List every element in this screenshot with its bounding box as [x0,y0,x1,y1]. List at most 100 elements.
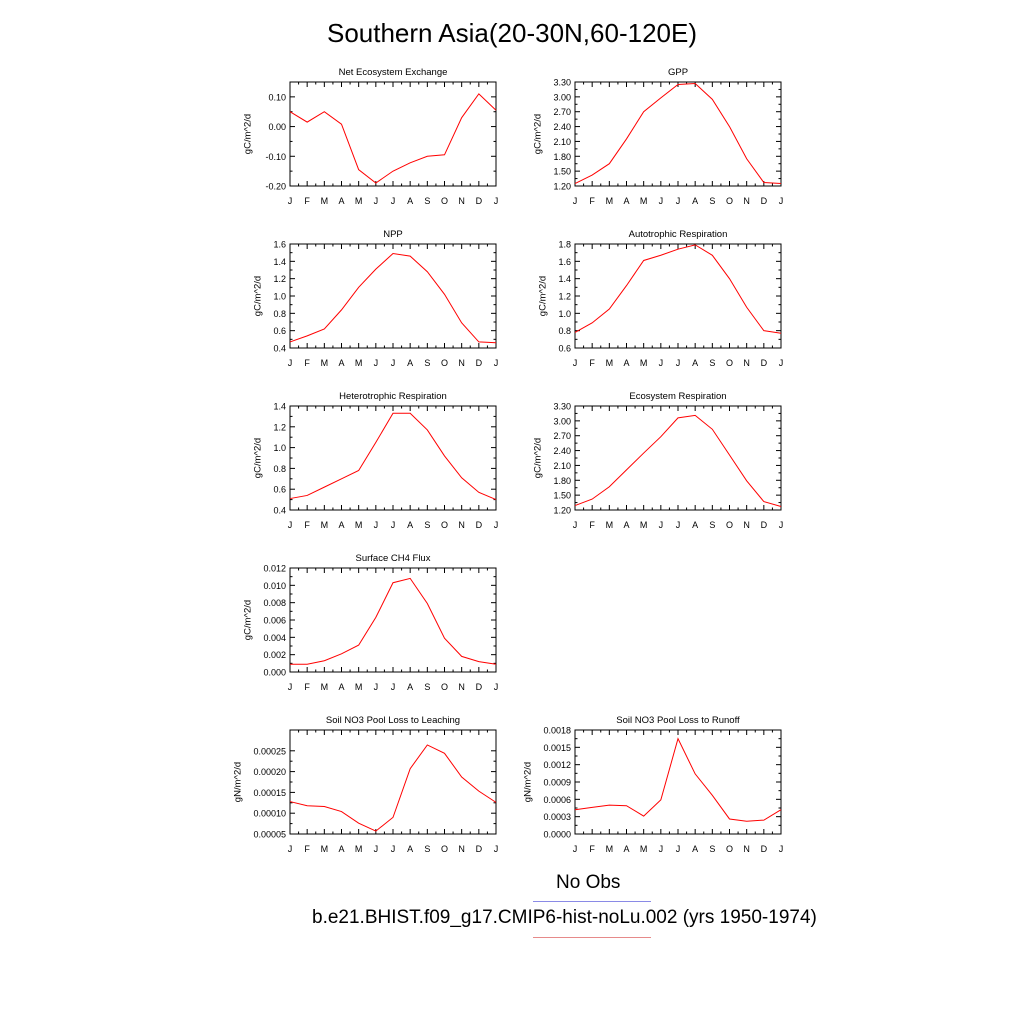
x-tick-label: S [424,520,430,530]
x-tick-label: A [692,196,698,206]
x-tick-label: A [407,844,413,854]
panel-title: Net Ecosystem Exchange [339,67,448,78]
panel-title: NPP [383,229,403,240]
y-tick-label: 1.6 [558,257,571,267]
y-tick-label: 0.0018 [543,726,571,736]
y-axis-label: gC/m^2/d [253,438,264,478]
y-tick-label: 1.20 [553,182,571,192]
x-tick-label: F [589,358,595,368]
x-tick-label: J [494,358,499,368]
y-axis-label: gC/m^2/d [538,276,549,316]
chart-panel-3: J F M A M J J A S O N D J0.60.81.01.21.41.61.8Autotr… [538,229,784,368]
panel-title: Surface CH4 Flux [356,553,431,564]
legend-obs-line [533,901,651,902]
y-tick-label: 1.80 [553,476,571,486]
x-tick-label: J [494,196,499,206]
panel-title: Ecosystem Respiration [629,391,726,402]
plot-frame [574,81,782,187]
x-tick-label: A [407,358,413,368]
x-tick-label: A [338,844,344,854]
y-tick-label: 0.00005 [253,830,286,840]
legend-obs-label: No Obs [556,872,621,893]
x-tick-label: A [338,196,344,206]
x-tick-label: O [441,844,448,854]
x-tick-label: M [321,358,329,368]
x-tick-label: O [441,358,448,368]
legend-run-line [533,937,651,938]
x-tick-label: J [494,844,499,854]
chart-panel-7: J F M A M J J A S O N D J0.000050.000100.000150.0002… [232,715,498,854]
x-tick-label: J [659,196,664,206]
x-tick-label: S [424,196,430,206]
x-tick-label: J [288,682,293,692]
x-tick-label: M [321,520,329,530]
y-tick-label: 1.2 [273,422,286,432]
y-tick-label: 1.0 [273,292,286,302]
x-tick-label: J [659,358,664,368]
x-tick-label: D [476,682,483,692]
x-tick-label: N [458,844,465,854]
y-tick-label: 0.4 [273,506,286,516]
y-tick-label: 0.00015 [253,788,286,798]
x-tick-label: J [288,196,293,206]
y-tick-label: 0.00025 [253,746,286,756]
y-tick-label: 0.6 [273,485,286,495]
x-tick-label: N [458,358,465,368]
x-tick-label: M [640,358,648,368]
x-tick-label: M [321,682,329,692]
x-tick-label: J [288,358,293,368]
x-tick-label: D [476,196,483,206]
plot-frame [289,243,497,349]
y-tick-label: 0.006 [263,616,286,626]
series-line [289,744,497,832]
y-tick-label: 0.00020 [253,767,286,777]
series-line [574,737,782,822]
x-tick-label: N [743,844,750,854]
y-tick-label: 1.80 [553,152,571,162]
x-tick-label: J [391,196,396,206]
x-tick-label: A [692,520,698,530]
series-line [289,253,497,344]
x-tick-label: O [726,844,733,854]
y-tick-label: 3.30 [553,78,571,88]
x-tick-label: A [338,520,344,530]
y-tick-label: 0.6 [273,326,286,336]
x-tick-label: J [676,844,681,854]
x-tick-label: F [304,196,310,206]
y-tick-label: 1.8 [558,240,571,250]
y-tick-label: 1.2 [558,292,571,302]
chart-panel-4: J F M A M J J A S O N D J0.40.60.81.01.21.4Heterotro… [253,391,499,530]
y-tick-label: 0.0003 [543,812,571,822]
plot-frame [574,405,782,511]
x-tick-label: M [640,844,648,854]
x-tick-label: D [476,520,483,530]
x-tick-label: A [623,520,629,530]
series-line [289,412,497,501]
y-tick-label: 1.4 [273,402,286,412]
x-tick-label: J [288,844,293,854]
figure-title: Southern Asia(20-30N,60-120E) [326,18,697,48]
y-tick-label: 0.4 [273,344,286,354]
y-tick-label: 2.70 [553,431,571,441]
x-tick-label: J [573,358,578,368]
y-axis-label: gC/m^2/d [243,600,254,640]
y-tick-label: 2.40 [553,122,571,132]
x-tick-label: J [391,682,396,692]
panel-title: Soil NO3 Pool Loss to Runoff [616,715,740,726]
x-tick-label: J [779,196,784,206]
x-tick-label: N [743,520,750,530]
x-tick-label: F [304,844,310,854]
y-tick-label: 0.0012 [543,760,571,770]
x-tick-label: N [458,196,465,206]
chart-panel-5: J F M A M J J A S O N D J1.201.501.802.102.402.703.0… [533,391,784,530]
x-tick-label: A [407,196,413,206]
x-tick-label: J [391,844,396,854]
y-tick-label: 1.6 [273,240,286,250]
series-line [574,244,782,334]
x-tick-label: M [355,682,363,692]
y-tick-label: 0.0000 [543,830,571,840]
y-tick-label: 2.10 [553,137,571,147]
x-tick-label: O [726,520,733,530]
x-tick-label: A [692,844,698,854]
